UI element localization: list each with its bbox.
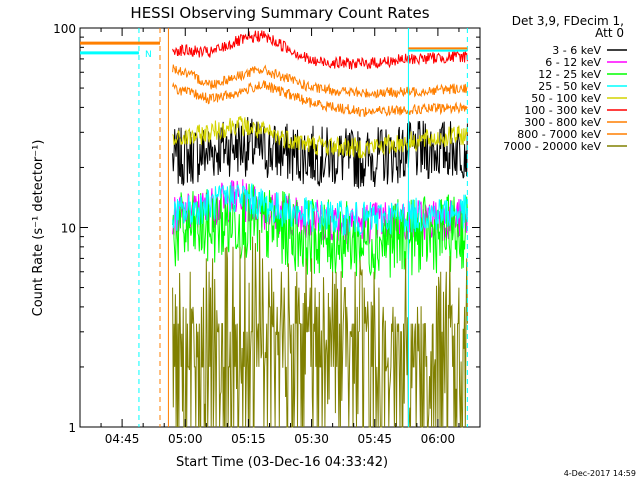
x-tick-label: 05:00 <box>168 432 203 446</box>
series-line-50-100 <box>172 116 468 159</box>
footer-date: 4-Dec-2017 14:59 <box>564 469 636 478</box>
chart-title: HESSI Observing Summary Count Rates <box>130 4 429 22</box>
y-axis-ticks: 1 10 100 <box>53 22 480 435</box>
series-line-25-50 <box>172 182 468 236</box>
series-line-100-300 <box>172 30 468 70</box>
series-line-300-800 <box>172 64 468 99</box>
series-marks <box>172 30 468 428</box>
legend-label: 25 - 50 keV <box>538 80 601 93</box>
legend-label: 100 - 300 keV <box>524 104 601 117</box>
legend-label: 3 - 6 keV <box>552 44 601 57</box>
x-tick-label: 06:00 <box>421 432 456 446</box>
vertical-markers: N <box>80 28 468 427</box>
legend-label: 50 - 100 keV <box>531 92 601 105</box>
y-tick-label: 10 <box>61 222 76 236</box>
y-tick-label: 100 <box>53 22 76 36</box>
x-tick-label: 05:45 <box>357 432 392 446</box>
flag-label: N <box>145 50 152 60</box>
series-line-800-7000 <box>172 80 468 118</box>
x-axis-label: Start Time (03-Dec-16 04:33:42) <box>176 455 388 470</box>
legend-label: 12 - 25 keV <box>538 68 601 81</box>
legend-title-line2: Att 0 <box>595 26 624 40</box>
series-line-12-25 <box>172 183 468 280</box>
y-tick-label: 1 <box>68 421 76 435</box>
legend-label: 800 - 7000 keV <box>517 128 601 141</box>
x-tick-label: 05:30 <box>294 432 329 446</box>
x-tick-label: 04:45 <box>105 432 140 446</box>
x-axis-ticks: 04:45 05:00 05:15 05:30 05:45 06:00 <box>79 28 481 446</box>
x-tick-label: 05:15 <box>231 432 266 446</box>
series-line-7000-20000 <box>172 229 468 428</box>
legend-label: 7000 - 20000 keV <box>503 140 601 153</box>
legend-label: 6 - 12 keV <box>545 56 601 69</box>
legend-title-line1: Det 3,9, FDecim 1, <box>512 14 624 28</box>
legend-label: 300 - 800 keV <box>524 116 601 129</box>
series-line-3-6 <box>172 117 468 189</box>
y-axis-label: Count Rate (s⁻¹ detector⁻¹) <box>31 140 46 317</box>
